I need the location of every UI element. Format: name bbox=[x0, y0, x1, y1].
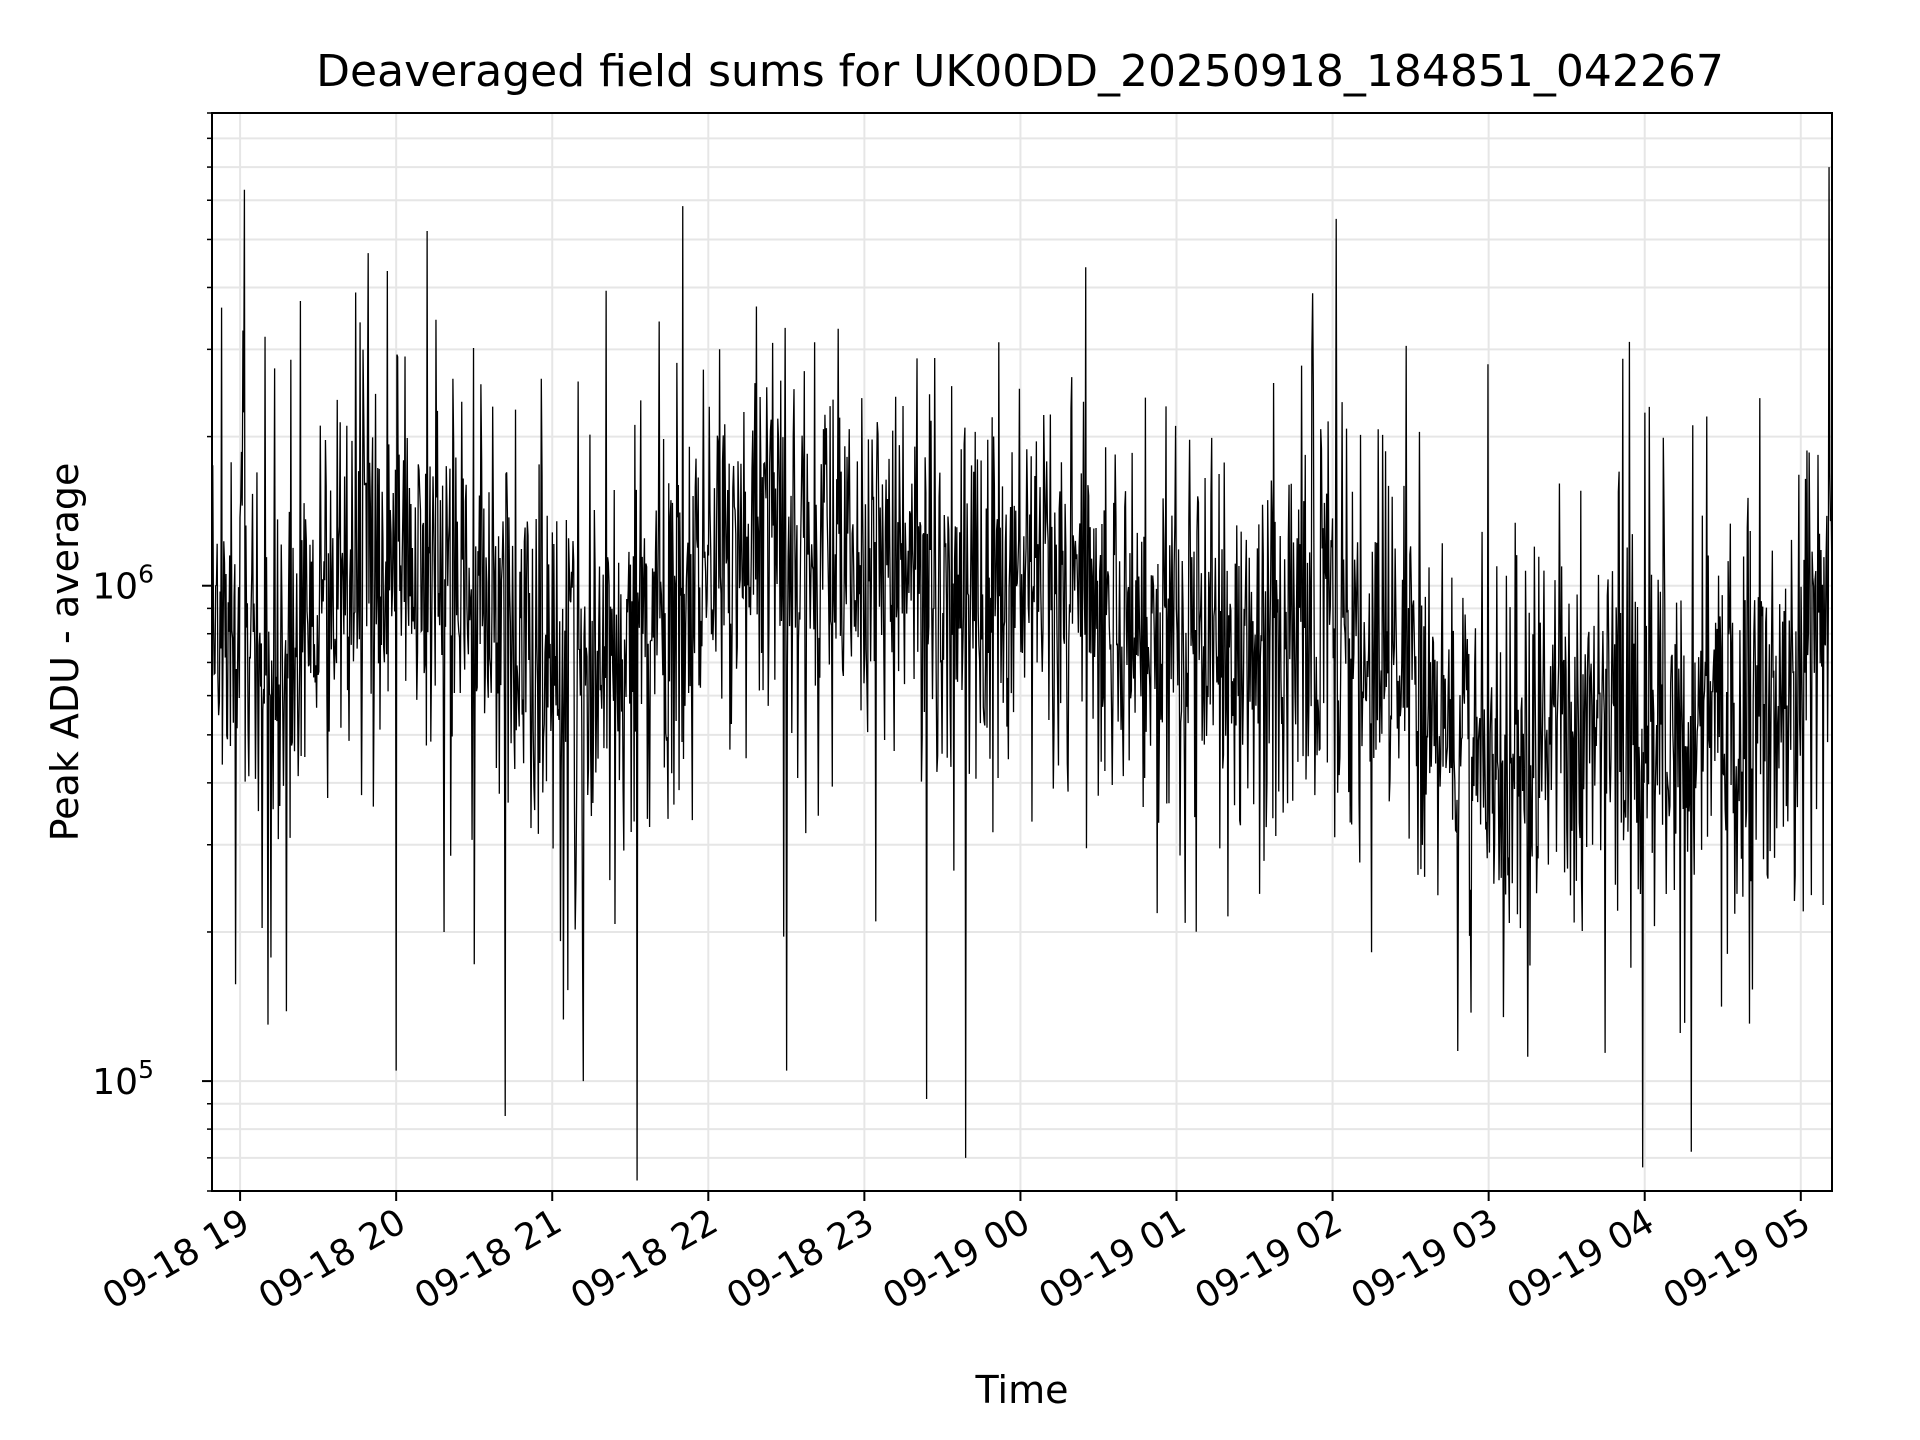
x-axis-label: Time bbox=[975, 1368, 1069, 1412]
plot-frame bbox=[211, 112, 1833, 1192]
y-tick-label: 105 bbox=[92, 1055, 154, 1103]
y-axis-label: Peak ADU - average bbox=[43, 463, 87, 842]
y-tick-exponent: 5 bbox=[138, 1055, 154, 1084]
y-tick-base: 10 bbox=[92, 567, 138, 608]
chart-title: Deaveraged field sums for UK00DD_2025091… bbox=[316, 46, 1724, 97]
y-tick-label: 106 bbox=[92, 560, 154, 608]
y-tick-exponent: 6 bbox=[138, 560, 154, 589]
y-tick-base: 10 bbox=[92, 1062, 138, 1103]
series-line bbox=[211, 167, 1833, 1181]
series bbox=[211, 167, 1833, 1181]
